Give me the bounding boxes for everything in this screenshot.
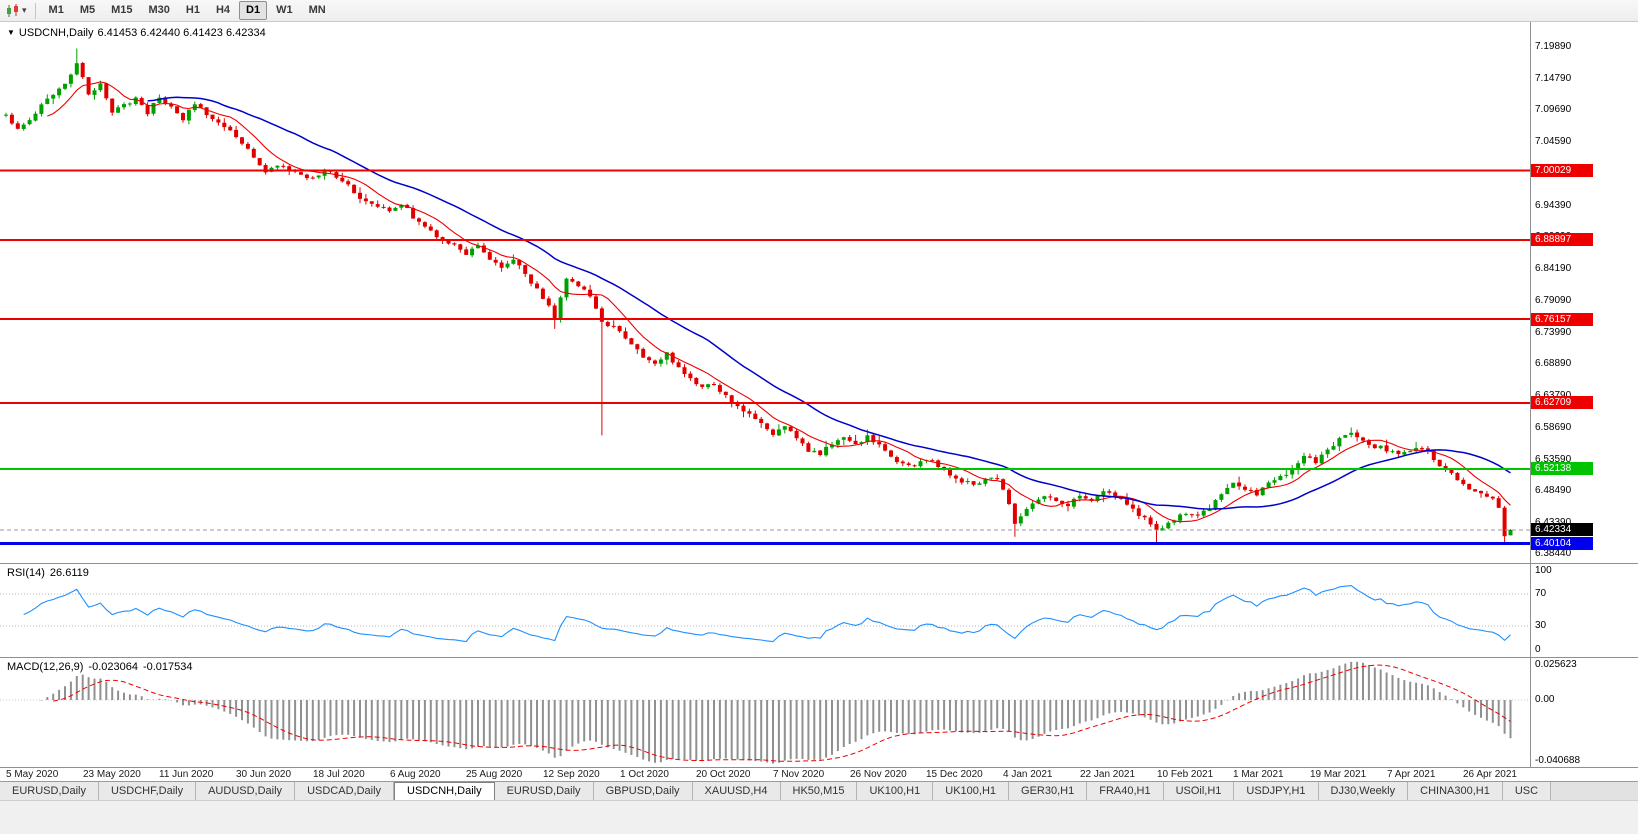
chart-tab-usc[interactable]: USC bbox=[1502, 782, 1552, 801]
chart-tabs-bar: EURUSD,Daily USDCHF,Daily AUDUSD,Daily USDC… bbox=[0, 781, 1638, 801]
chart-tab-ger30-h1[interactable]: GER30,H1 bbox=[1009, 782, 1088, 801]
toolbar-separator bbox=[34, 2, 36, 19]
chart-type-dropdown-icon[interactable]: ▾ bbox=[22, 5, 27, 15]
timeframe-button-h1[interactable]: H1 bbox=[185, 4, 200, 16]
chart-tab-usdjpy-h1[interactable]: USDJPY,H1 bbox=[1234, 782, 1319, 801]
chart-tab-eurusd-daily[interactable]: EURUSD,Daily bbox=[0, 782, 99, 801]
chart-tab-usdchf-daily[interactable]: USDCHF,Daily bbox=[98, 782, 197, 801]
rsi-panel-canvas[interactable] bbox=[0, 564, 1530, 657]
chart-tab-eurusd-daily[interactable]: EURUSD,Daily bbox=[494, 782, 594, 801]
date-axis-separator bbox=[0, 767, 1638, 768]
macd-value-signal: -0.017534 bbox=[142, 661, 193, 673]
panel-separator-rsi[interactable] bbox=[0, 563, 1638, 564]
rsi-label: RSI(14) 26.6119 bbox=[7, 567, 94, 579]
rsi-name: RSI(14) bbox=[7, 567, 45, 579]
timeframe-button-w1[interactable]: W1 bbox=[276, 4, 293, 16]
timeframe-group: M1 M5 M15 M30 H1 H4 D1 W1 MN bbox=[41, 1, 334, 20]
chart-tab-dj30-weekly[interactable]: DJ30,Weekly bbox=[1318, 782, 1409, 801]
macd-panel-canvas[interactable] bbox=[0, 658, 1530, 767]
chart-tab-hk50-m15[interactable]: HK50,M15 bbox=[780, 782, 858, 801]
chart-tab-usoil-h1[interactable]: USOil,H1 bbox=[1163, 782, 1235, 801]
chart-menu-icon[interactable]: ▼ bbox=[7, 28, 15, 37]
price-axis-separator bbox=[1530, 22, 1531, 767]
top-toolbar: ▾ M1 M5 M15 M30 H1 H4 D1 W1 MN bbox=[0, 0, 1638, 22]
chart-tab-xauusd-h4[interactable]: XAUUSD,H4 bbox=[692, 782, 781, 801]
chart-background bbox=[0, 22, 1638, 781]
chart-tab-china300-h1[interactable]: CHINA300,H1 bbox=[1408, 782, 1503, 801]
chart-tab-usdcad-daily[interactable]: USDCAD,Daily bbox=[295, 782, 395, 801]
timeframe-button-h4[interactable]: H4 bbox=[215, 4, 231, 16]
chart-tab-usdcnh-daily[interactable]: USDCNH,Daily bbox=[394, 782, 495, 801]
chart-tab-fra40-h1[interactable]: FRA40,H1 bbox=[1087, 782, 1164, 801]
chart-tab-gbpusd-daily[interactable]: GBPUSD,Daily bbox=[593, 782, 693, 801]
macd-name: MACD(12,26,9) bbox=[7, 661, 84, 673]
main-chart-canvas[interactable] bbox=[0, 22, 1530, 563]
timeframe-button-m1[interactable]: M1 bbox=[48, 4, 64, 16]
timeframe-button-d1[interactable]: D1 bbox=[239, 1, 268, 20]
chart-tab-uk100-h1[interactable]: UK100,H1 bbox=[857, 782, 934, 801]
chart-title: ▼ USDCNH,Daily 6.41453 6.42440 6.41423 6.4… bbox=[7, 27, 270, 39]
timeframe-button-m5[interactable]: M5 bbox=[79, 4, 96, 16]
chart-ohlc: 6.41453 6.42440 6.41423 6.42334 bbox=[97, 27, 266, 39]
timeframe-button-m15[interactable]: M15 bbox=[111, 4, 133, 16]
candlestick-chart-icon[interactable] bbox=[5, 3, 21, 18]
chart-tab-uk100-h1[interactable]: UK100,H1 bbox=[933, 782, 1010, 801]
timeframe-button-mn[interactable]: MN bbox=[308, 4, 326, 16]
timeframe-button-m30[interactable]: M30 bbox=[148, 4, 170, 16]
chart-tab-audusd-daily[interactable]: AUDUSD,Daily bbox=[196, 782, 296, 801]
chart-symbol-period: USDCNH,Daily bbox=[18, 27, 94, 39]
rsi-value: 26.6119 bbox=[49, 567, 89, 579]
macd-label: MACD(12,26,9) -0.023064 -0.017534 bbox=[7, 661, 198, 673]
macd-value-main: -0.023064 bbox=[88, 661, 138, 673]
status-bar bbox=[0, 800, 1638, 834]
panel-separator-macd[interactable] bbox=[0, 657, 1638, 658]
